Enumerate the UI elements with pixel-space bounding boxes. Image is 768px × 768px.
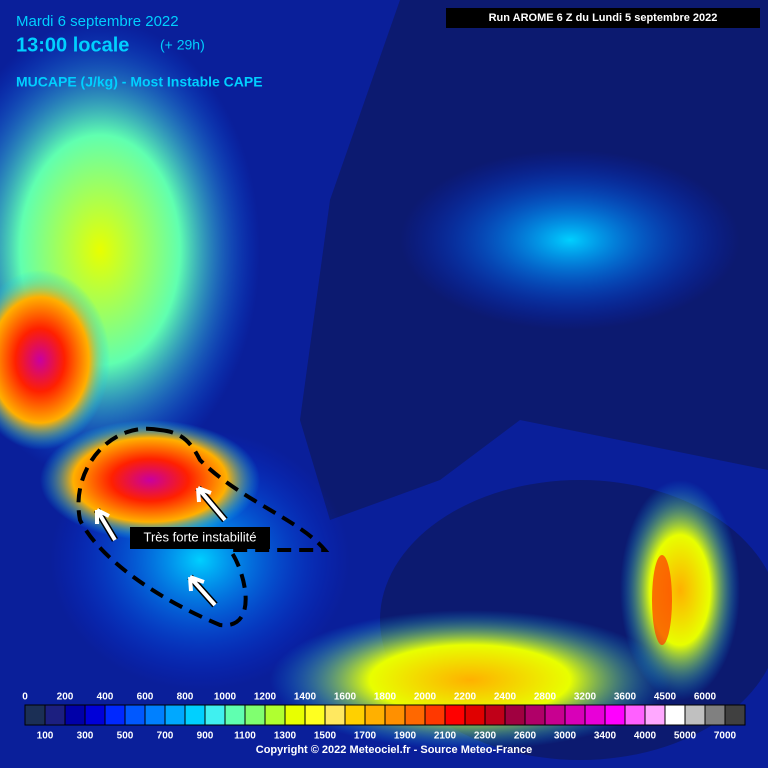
legend-swatch <box>664 704 686 726</box>
legend-label: 1500 <box>314 731 337 742</box>
outline <box>76 426 330 628</box>
legend-label: 1100 <box>234 731 256 742</box>
legend-label: 3000 <box>554 731 577 742</box>
legend-swatch <box>224 704 246 726</box>
legend-label: 300 <box>77 731 94 742</box>
run-box <box>446 8 760 28</box>
legend-swatch <box>24 704 46 726</box>
cape-area <box>270 610 670 750</box>
legend-swatch <box>704 704 726 726</box>
legend-swatch <box>284 704 306 726</box>
legend-swatch <box>344 704 366 726</box>
legend-label: 0 <box>22 692 28 703</box>
legend-swatch <box>564 704 586 726</box>
arrow <box>95 486 227 607</box>
parameter: MUCAPE (J/kg) - Most Instable CAPE <box>16 74 263 90</box>
legend: 0 100 200 300 400 500 600 700 800 900 1000 1100 1200… <box>22 692 746 742</box>
legend-label: 1200 <box>254 692 277 703</box>
cape-area <box>40 420 260 540</box>
legend-swatch <box>484 704 506 726</box>
legend-label: 400 <box>97 692 114 703</box>
annotation-box <box>130 527 270 549</box>
legend-swatch <box>184 704 206 726</box>
legend-swatch <box>144 704 166 726</box>
legend-label: 4500 <box>654 692 677 703</box>
legend-label: 3200 <box>574 692 597 703</box>
date: Mardi 6 septembre 2022 <box>16 13 179 30</box>
legend-label: 200 <box>57 692 74 703</box>
legend-swatch <box>44 704 66 726</box>
legend-label: 500 <box>117 731 134 742</box>
legend-swatch <box>304 704 326 726</box>
lead-time: (+ 29h) <box>160 37 205 53</box>
legend-label: 1900 <box>394 731 417 742</box>
legend-swatch <box>604 704 626 726</box>
legend-swatch <box>504 704 526 726</box>
legend-swatch <box>684 704 706 726</box>
legend-label: 2200 <box>454 692 477 703</box>
legend-label: 2300 <box>474 731 497 742</box>
legend-label: 2600 <box>514 731 537 742</box>
legend-label: 2000 <box>414 692 437 703</box>
footer: Copyright © 2022 Meteociel.fr - Source M… <box>256 744 532 756</box>
legend-label: 6000 <box>694 692 717 703</box>
legend-label: 2100 <box>434 731 457 742</box>
legend-swatch <box>524 704 546 726</box>
legend-swatch <box>424 704 446 726</box>
legend-swatch <box>644 704 666 726</box>
legend-swatch <box>404 704 426 726</box>
legend-label: 3600 <box>614 692 637 703</box>
legend-swatch <box>724 704 746 726</box>
legend-label: 1000 <box>214 692 237 703</box>
legend-label: 100 <box>37 731 54 742</box>
legend-label: 1700 <box>354 731 377 742</box>
legend-swatch <box>204 704 226 726</box>
legend-swatch <box>464 704 486 726</box>
cape-area <box>0 270 110 450</box>
legend-label: 7000 <box>714 731 737 742</box>
annotation: Très forte instabilité <box>144 529 257 544</box>
cape-area <box>400 150 740 330</box>
legend-label: 800 <box>177 692 194 703</box>
legend-label: 1800 <box>374 692 397 703</box>
cape-area <box>652 555 672 645</box>
legend-swatch <box>584 704 606 726</box>
legend-label: 1300 <box>274 731 297 742</box>
legend-swatch <box>444 704 466 726</box>
legend-label: 2400 <box>494 692 517 703</box>
legend-swatch <box>164 704 186 726</box>
legend-label: 600 <box>137 692 154 703</box>
legend-label: 2800 <box>534 692 557 703</box>
legend-swatch <box>84 704 106 726</box>
legend-swatch <box>244 704 266 726</box>
time: 13:00 locale <box>16 34 129 56</box>
legend-swatch <box>64 704 86 726</box>
legend-swatch <box>124 704 146 726</box>
legend-swatch <box>324 704 346 726</box>
legend-swatch <box>264 704 286 726</box>
legend-swatch <box>364 704 386 726</box>
legend-label: 700 <box>157 731 174 742</box>
legend-label: 3400 <box>594 731 617 742</box>
legend-swatch <box>104 704 126 726</box>
legend-label: 900 <box>197 731 214 742</box>
cape-area <box>620 480 740 700</box>
legend-label: 1400 <box>294 692 317 703</box>
run: Run AROME 6 Z du Lundi 5 septembre 2022 <box>489 12 718 24</box>
legend-label: 5000 <box>674 731 697 742</box>
legend-swatch <box>624 704 646 726</box>
legend-label: 1600 <box>334 692 357 703</box>
legend-label: 4000 <box>634 731 657 742</box>
legend-swatch <box>384 704 406 726</box>
legend-swatch <box>544 704 566 726</box>
